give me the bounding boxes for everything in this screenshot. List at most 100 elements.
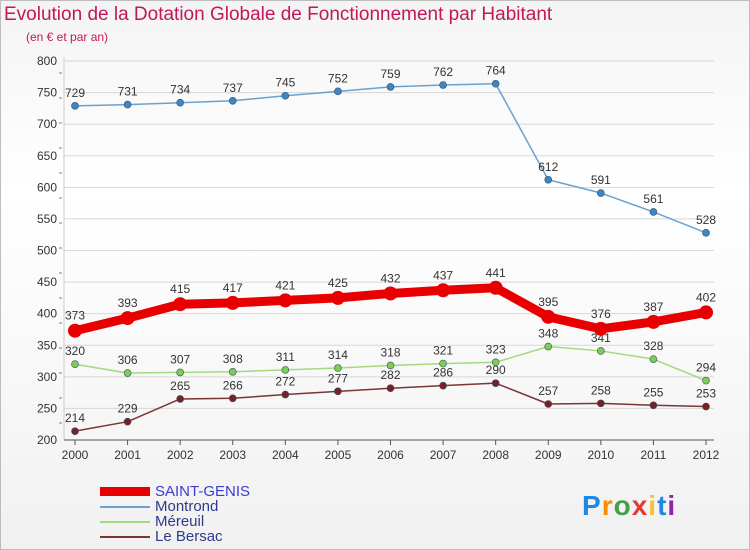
data-point-m-reuil-2003	[228, 367, 237, 376]
data-label-le-bersac-2007: 286	[433, 366, 453, 380]
logo-letter: r	[601, 490, 614, 521]
data-label-le-bersac-2005: 277	[328, 371, 348, 385]
logo-letter: o	[613, 490, 632, 521]
data-point-montrond-2006	[386, 83, 395, 91]
logo-letter: i	[648, 490, 658, 521]
data-label-le-bersac-2003: 266	[223, 378, 243, 392]
y-tick-label-800: 800	[37, 54, 57, 68]
data-label-m-reuil-2010: 341	[591, 331, 611, 345]
x-tick-label-2010: 2010	[587, 448, 614, 462]
legend-swatch-montrond	[100, 506, 150, 508]
data-point-saint-genis-2005	[330, 290, 345, 305]
data-label-le-bersac-2001: 229	[118, 402, 138, 416]
legend-label-le-bersac: Le Bersac	[155, 528, 223, 545]
data-label-le-bersac-2002: 265	[170, 379, 190, 393]
data-label-montrond-2006: 759	[380, 67, 400, 81]
y-tick-label-500: 500	[37, 244, 57, 258]
data-label-montrond-2005: 752	[328, 71, 348, 85]
data-label-m-reuil-2002: 307	[170, 352, 190, 366]
data-point-le-bersac-2003	[228, 394, 237, 403]
data-point-saint-genis-2012	[699, 305, 713, 320]
logo-letter: i	[667, 490, 677, 521]
data-point-montrond-2004	[281, 91, 290, 100]
data-label-saint-genis-2007: 437	[433, 268, 453, 282]
x-tick-label-2009: 2009	[535, 448, 562, 462]
data-point-montrond-2005	[334, 87, 342, 96]
legend-label-montrond: Montrond	[155, 498, 219, 515]
x-tick-label-2006: 2006	[377, 448, 404, 462]
data-label-montrond-2004: 745	[275, 76, 295, 90]
data-point-saint-genis-2003	[225, 295, 240, 310]
data-point-le-bersac-2006	[386, 384, 395, 393]
data-label-le-bersac-2000: 214	[65, 411, 85, 425]
data-label-montrond-2008: 764	[486, 64, 506, 78]
data-point-m-reuil-2010	[597, 347, 605, 355]
data-point-montrond-2002	[176, 98, 184, 107]
logo-letter: t	[657, 490, 668, 521]
data-point-le-bersac-2010	[597, 399, 605, 408]
data-label-le-bersac-2006: 282	[380, 368, 400, 382]
data-point-m-reuil-2011	[649, 355, 658, 363]
series-line-montrond	[74, 82, 707, 234]
y-tick-label-200: 200	[37, 433, 57, 447]
data-point-le-bersac-2000	[71, 427, 79, 435]
data-label-saint-genis-2008: 441	[486, 266, 506, 280]
data-point-montrond-2001	[123, 100, 132, 109]
data-point-montrond-2010	[597, 189, 605, 197]
data-label-m-reuil-2000: 320	[65, 344, 85, 358]
data-label-le-bersac-2012: 253	[696, 387, 716, 401]
data-point-le-bersac-2005	[334, 387, 342, 396]
data-point-m-reuil-2001	[123, 369, 132, 377]
y-tick-label-650: 650	[37, 149, 57, 163]
x-tick-label-2008: 2008	[482, 448, 509, 462]
data-point-m-reuil-2004	[281, 366, 290, 374]
data-label-saint-genis-2004: 421	[275, 278, 295, 292]
data-point-le-bersac-2012	[702, 402, 710, 411]
data-point-saint-genis-2009	[541, 309, 556, 324]
x-tick-label-2011: 2011	[641, 448, 667, 462]
data-point-saint-genis-2010	[593, 321, 608, 336]
data-point-montrond-2003	[228, 96, 237, 105]
data-label-m-reuil-2011: 328	[643, 339, 663, 353]
data-point-le-bersac-2009	[544, 400, 553, 408]
data-point-le-bersac-2008	[491, 379, 500, 387]
data-point-montrond-2007	[439, 81, 447, 89]
data-label-saint-genis-2009: 395	[538, 295, 558, 309]
data-label-m-reuil-2008: 323	[486, 342, 506, 356]
x-tick-label-2002: 2002	[167, 448, 194, 462]
data-label-montrond-2003: 737	[223, 81, 243, 95]
data-point-le-bersac-2011	[649, 401, 658, 410]
data-point-montrond-2000	[71, 102, 79, 110]
y-tick-label-600: 600	[37, 180, 57, 194]
data-label-le-bersac-2008: 290	[486, 363, 506, 377]
legend-swatch-mereuil	[100, 521, 150, 523]
y-tick-label-250: 250	[37, 401, 57, 415]
data-point-saint-genis-2002	[173, 297, 188, 312]
y-tick-label-750: 750	[37, 86, 57, 100]
data-label-m-reuil-2003: 308	[223, 352, 243, 366]
chart-subtitle: (en € et par an)	[26, 30, 109, 44]
data-label-montrond-2002: 734	[170, 83, 190, 97]
data-point-m-reuil-2008	[491, 358, 500, 367]
data-point-m-reuil-2007	[439, 359, 447, 368]
data-label-montrond-2000: 729	[65, 86, 85, 100]
x-tick-label-2003: 2003	[219, 448, 246, 462]
data-point-m-reuil-2009	[544, 342, 553, 351]
y-tick-label-700: 700	[37, 117, 57, 131]
data-label-saint-genis-2003: 417	[223, 281, 243, 295]
data-label-saint-genis-2001: 393	[118, 296, 138, 310]
data-point-m-reuil-2012	[702, 376, 710, 385]
y-tick-label-350: 350	[37, 338, 57, 352]
x-tick-label-2012: 2012	[693, 448, 720, 462]
data-point-m-reuil-2005	[334, 364, 342, 372]
data-point-m-reuil-2002	[176, 368, 184, 377]
data-label-saint-genis-2010: 376	[591, 307, 611, 321]
x-tick-label-2007: 2007	[430, 448, 457, 462]
x-tick-label-2005: 2005	[325, 448, 352, 462]
data-point-saint-genis-2006	[383, 286, 398, 301]
data-label-le-bersac-2004: 272	[275, 375, 295, 389]
data-point-montrond-2008	[491, 79, 500, 88]
x-tick-label-2004: 2004	[272, 448, 299, 462]
legend-label-saint-genis: SAINT-GENIS	[155, 483, 251, 500]
